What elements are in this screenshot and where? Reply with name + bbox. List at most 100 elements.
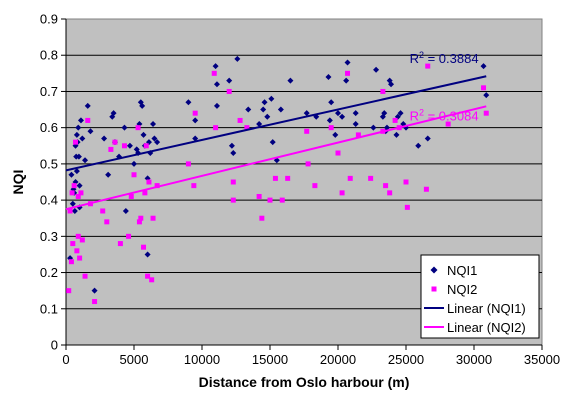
point-nqi2-56 [328,125,334,131]
point-nqi2-44 [230,197,236,203]
point-nqi1-62 [269,139,276,146]
point-nqi1-91 [415,142,422,149]
x-tick-label-7: 35000 [524,352,560,367]
x-tick-label-1: 5000 [120,352,149,367]
point-nqi2-10 [77,255,83,261]
legend: NQI1 NQI2 Linear (NQI1) Linear (NQI2) [420,254,540,339]
point-nqi1-37 [140,131,147,138]
point-nqi2-36 [154,183,160,189]
point-nqi2-57 [335,150,341,156]
point-nqi2-9 [75,193,81,199]
point-nqi2-35 [150,215,156,221]
point-nqi2-5 [71,183,77,189]
point-nqi2-54 [305,161,311,167]
legend-box [420,254,540,339]
point-nqi2-50 [272,175,278,181]
point-nqi2-27 [136,219,142,225]
point-nqi2-58 [339,190,345,196]
point-nqi1-48 [192,135,199,142]
point-nqi2-29 [141,244,147,250]
point-nqi1-28 [121,124,128,131]
point-nqi1-69 [326,117,333,124]
point-nqi1-92 [424,135,431,142]
point-nqi1-93 [480,63,487,70]
y-tick-label-1: 0.1 [40,301,58,316]
point-nqi1-31 [131,160,137,167]
trend-line-3 [65,105,487,211]
point-nqi2-46 [244,125,250,131]
point-nqi2-3 [69,190,75,196]
point-nqi1-77 [352,121,359,128]
point-nqi2-60 [347,175,353,181]
data-points [66,55,490,305]
point-nqi2-6 [73,139,79,145]
y-tick-label-8: 0.8 [40,48,58,63]
point-nqi2-42 [226,88,232,94]
point-nqi1-22 [101,135,108,142]
x-tick-label-2: 10000 [184,352,220,367]
point-nqi1-36 [139,102,146,109]
point-nqi2-63 [380,88,386,94]
point-nqi2-19 [108,146,114,152]
legend-item-linear-nqi1: Linear (NQI1) [424,301,526,316]
point-nqi1-86 [393,131,400,138]
point-nqi2-1 [67,208,73,214]
point-nqi2-32 [145,273,151,279]
point-nqi2-13 [82,273,88,279]
point-nqi2-2 [68,259,74,265]
point-nqi1-85 [388,81,395,88]
point-nqi2-38 [191,183,197,189]
x-tick-label-0: 0 [62,352,69,367]
point-nqi2-74 [481,85,487,91]
point-nqi2-37 [185,161,191,167]
point-nqi1-58 [260,106,267,113]
point-nqi1-44 [151,135,158,142]
point-nqi1-50 [213,81,220,88]
x-tick-labels: 0 5000 10000 15000 20000 25000 30000 35000 [62,352,560,367]
point-nqi1-71 [332,131,339,138]
y-tick-label-7: 0.7 [40,84,58,99]
point-nqi2-53 [304,128,310,134]
point-nqi1-51 [213,102,220,109]
point-nqi2-22 [121,143,127,149]
point-nqi2-51 [279,197,285,203]
point-nqi2-75 [483,110,489,116]
legend-item-nqi2: NQI2 [431,282,477,297]
point-nqi1-9 [73,131,80,138]
legend-item-linear-nqi2: Linear (NQI2) [424,320,526,335]
point-nqi1-19 [84,102,91,109]
point-nqi1-94 [483,92,490,99]
point-nqi1-30 [126,142,133,149]
y-tick-label-3: 0.3 [40,229,58,244]
point-nqi1-25 [110,110,117,117]
point-nqi2-55 [312,183,318,189]
point-nqi2-59 [345,70,351,76]
point-nqi1-16 [77,117,84,124]
x-tick-label-3: 15000 [252,352,288,367]
point-nqi1-17 [79,135,86,142]
r2-label-2: R2 = 0.3884 [410,50,479,66]
point-nqi1-66 [303,110,310,117]
point-nqi2-61 [355,132,361,138]
axes [61,18,543,350]
y-tick-label-0: 0 [51,338,58,353]
trend-lines [65,75,487,211]
point-nqi2-33 [146,179,152,185]
point-nqi2-17 [100,208,106,214]
point-nqi1-70 [328,99,335,106]
point-nqi1-54 [230,150,237,157]
point-nqi2-41 [213,125,219,131]
point-nqi2-12 [79,237,85,243]
legend-label-linear-nqi2: Linear (NQI2) [447,320,526,335]
y-tick-labels: 0 0.1 0.2 0.3 0.4 0.5 0.6 0.7 0.8 0.9 [40,12,58,353]
point-nqi1-12 [75,124,82,131]
point-nqi2-18 [104,219,110,225]
point-nqi2-14 [85,117,91,123]
point-nqi1-49 [212,63,219,70]
r2-label-3: R2 = 0.3084 [410,107,479,123]
point-nqi2-24 [128,193,134,199]
point-nqi1-47 [192,117,199,124]
legend-item-nqi1: NQI1 [430,263,477,278]
point-nqi2-49 [267,197,273,203]
